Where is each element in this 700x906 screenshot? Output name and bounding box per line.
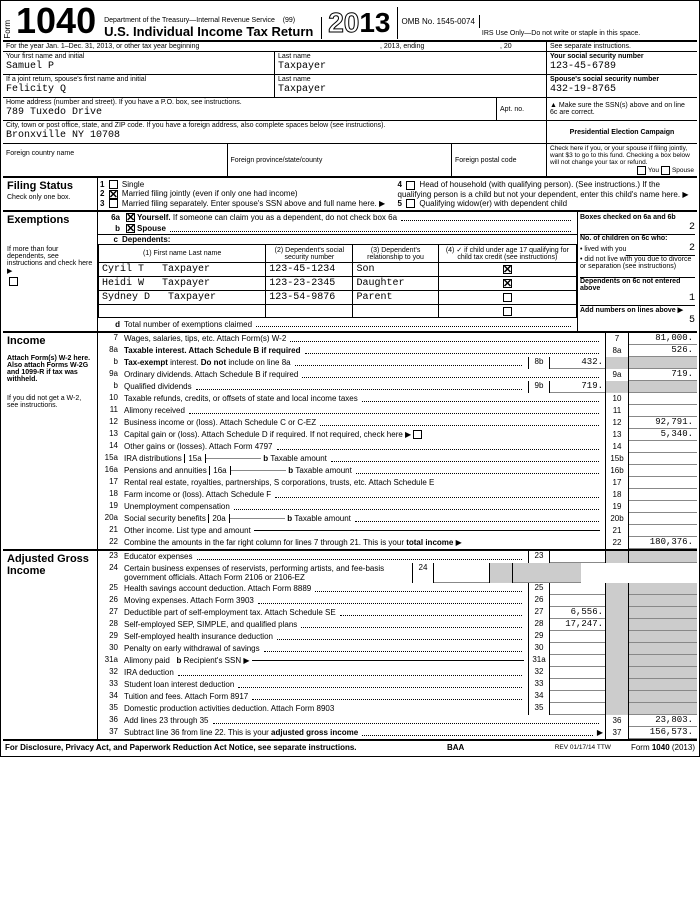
yourself-checkbox[interactable] [126, 213, 135, 222]
pres-spouse-checkbox[interactable] [661, 166, 670, 175]
last-name[interactable]: Taxpayer [278, 60, 543, 73]
spouse-checkbox[interactable] [126, 224, 135, 233]
income-section: Income Attach Form(s) W-2 here. Also att… [3, 333, 697, 551]
mfs-checkbox[interactable] [109, 199, 118, 208]
spouse-first-name[interactable]: Felicity Q [6, 83, 271, 96]
header: Form 1040 Department of the Treasury—Int… [3, 3, 697, 42]
form-prefix: Form [3, 20, 12, 39]
agi-section: Adjusted Gross Income 23Educator expense… [3, 551, 697, 741]
omb: OMB No. 1545-0074 [398, 15, 480, 28]
irs-use: IRS Use Only—Do not write or staple in t… [480, 28, 697, 39]
form-number: 1040 [12, 3, 100, 39]
mfj-checkbox[interactable] [109, 190, 118, 199]
city-state-zip[interactable]: Bronxville NY 10708 [6, 129, 543, 142]
form-title: U.S. Individual Income Tax Return [104, 24, 317, 39]
address[interactable]: 789 Tuxedo Drive [6, 106, 493, 119]
spouse-last-name[interactable]: Taxpayer [278, 83, 543, 96]
table-row: Heidi W Taxpayer123-23-2345Daughter [99, 277, 577, 291]
footer: For Disclosure, Privacy Act, and Paperwo… [3, 741, 697, 754]
dependents-table: (1) First name Last name (2) Dependent's… [98, 244, 577, 317]
qw-checkbox[interactable] [406, 199, 415, 208]
pres-you-checkbox[interactable] [637, 166, 646, 175]
first-name[interactable]: Samuel P [6, 60, 271, 73]
form-1040: Form 1040 Department of the Treasury—Int… [0, 0, 700, 757]
table-row: Sydney D Taxpayer123-54-9876Parent [99, 291, 577, 305]
hoh-checkbox[interactable] [406, 181, 415, 190]
spouse-ssn[interactable]: 432-19-8765 [550, 83, 694, 96]
exemptions-section: Exemptions If more than four dependents,… [3, 212, 697, 332]
filing-status-section: Filing Status Check only one box. 1 Sing… [3, 178, 697, 212]
table-row: Cyril T Taxpayer123-45-1234Son [99, 263, 577, 277]
dept: Department of the Treasury—Internal Reve… [104, 17, 275, 24]
ssn[interactable]: 123-45-6789 [550, 60, 694, 73]
